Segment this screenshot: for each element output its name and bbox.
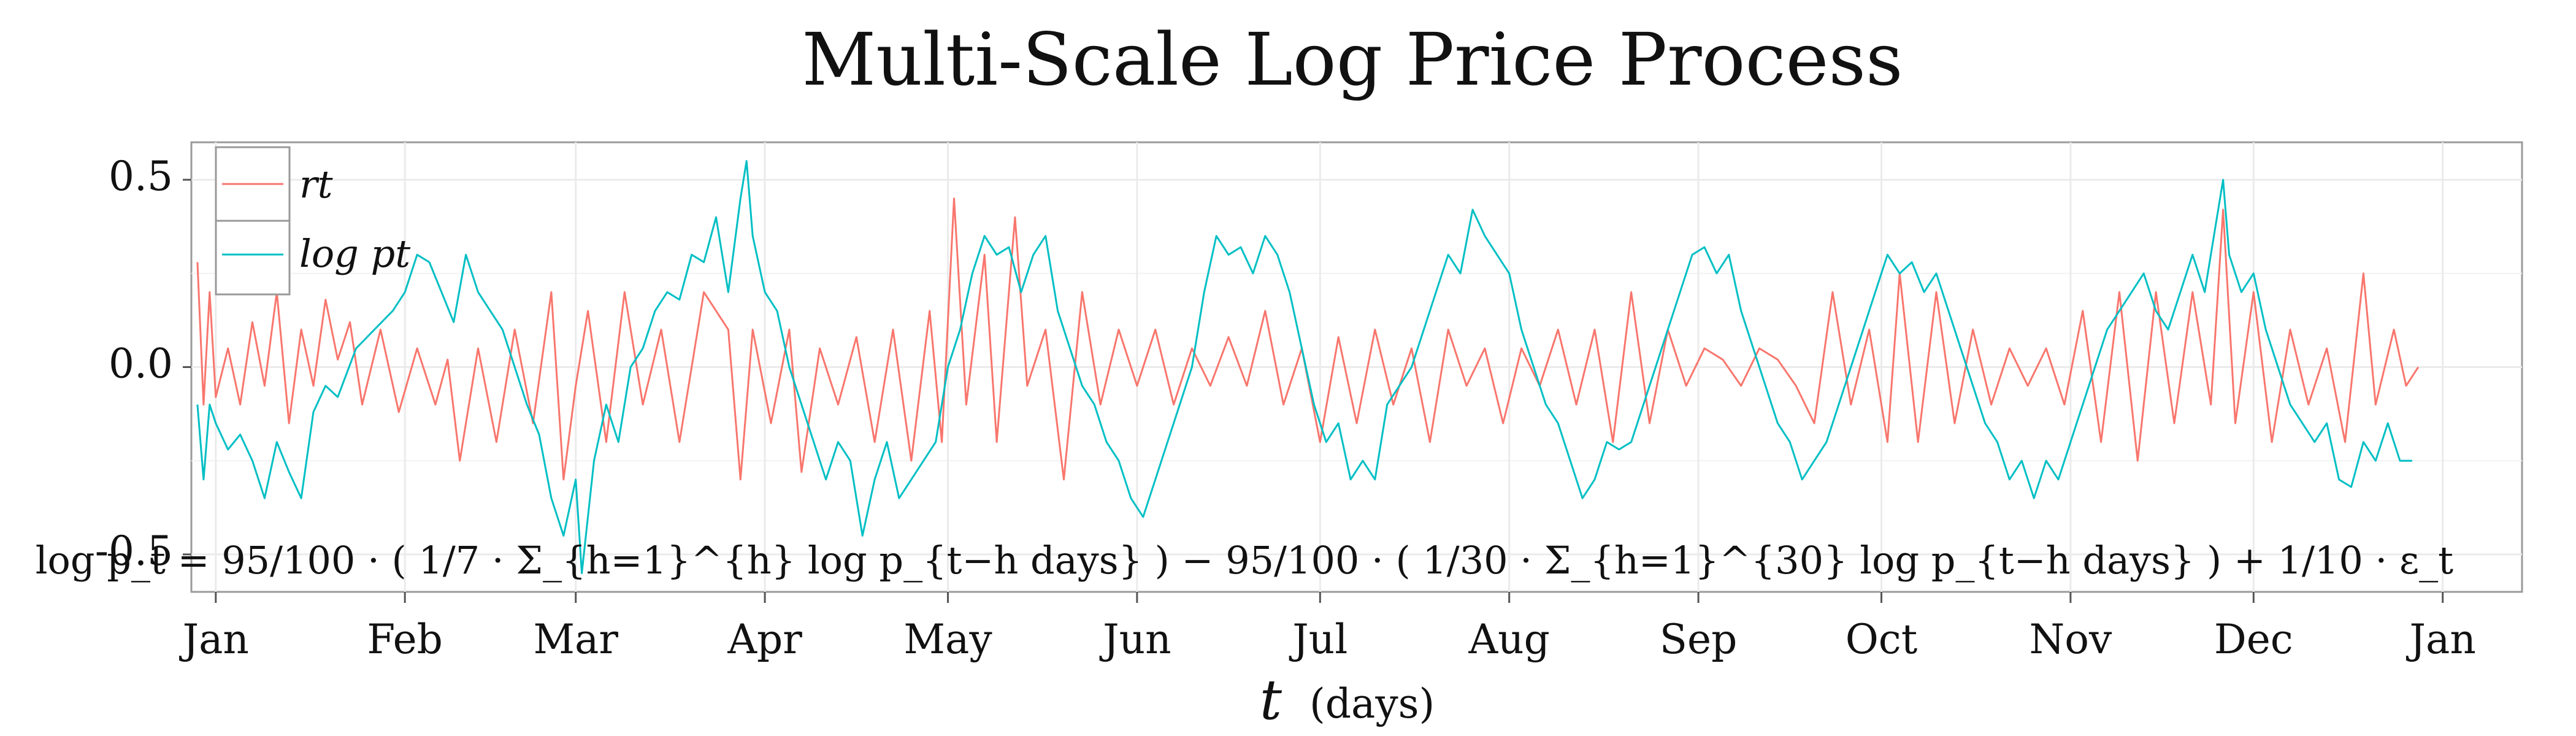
- series-layer: [196, 160, 2420, 574]
- x-tick-label: Jan: [179, 616, 249, 663]
- y-tick-label: -0.5: [95, 527, 173, 575]
- legend: rt log pt: [215, 146, 410, 296]
- chart-title: Multi-Scale Log Price Process: [802, 17, 1903, 102]
- x-tick-label: Feb: [367, 616, 443, 663]
- x-tick-label: Apr: [727, 616, 802, 663]
- x-tick-label: Jan: [2406, 616, 2476, 663]
- x-tick-label: Sep: [1660, 616, 1738, 663]
- x-tick-label: Jun: [1099, 616, 1171, 663]
- legend-label-rt: rt: [299, 162, 333, 207]
- x-axis-title: t: [1260, 668, 1282, 732]
- x-tick-label: Aug: [1468, 616, 1549, 663]
- series-line-log-pt: [196, 160, 2412, 574]
- x-axis: Jan Feb Mar Apr May Jun Jul Aug Sep Oct Nov Dec Jan: [179, 592, 2476, 663]
- x-tick-label: Dec: [2214, 616, 2293, 663]
- x-axis-unit: (days): [1309, 680, 1435, 727]
- x-tick-label: May: [903, 616, 992, 663]
- series-line-rt: [196, 197, 2420, 481]
- x-tick-label: Mar: [533, 616, 618, 663]
- y-axis: 0.5 0.0 -0.5: [95, 153, 191, 575]
- x-tick-label: Oct: [1846, 616, 1918, 663]
- y-tick-label: 0.0: [109, 340, 173, 388]
- x-tick-label: Nov: [2029, 616, 2112, 663]
- formula-annotation: log p_t = 95/100 · ( 1/7 · Σ_{h=1}^{h} l…: [36, 538, 2453, 583]
- x-tick-label: Jul: [1289, 616, 1347, 663]
- y-tick-label: 0.5: [109, 153, 173, 200]
- legend-label-logpt: log pt: [299, 231, 410, 276]
